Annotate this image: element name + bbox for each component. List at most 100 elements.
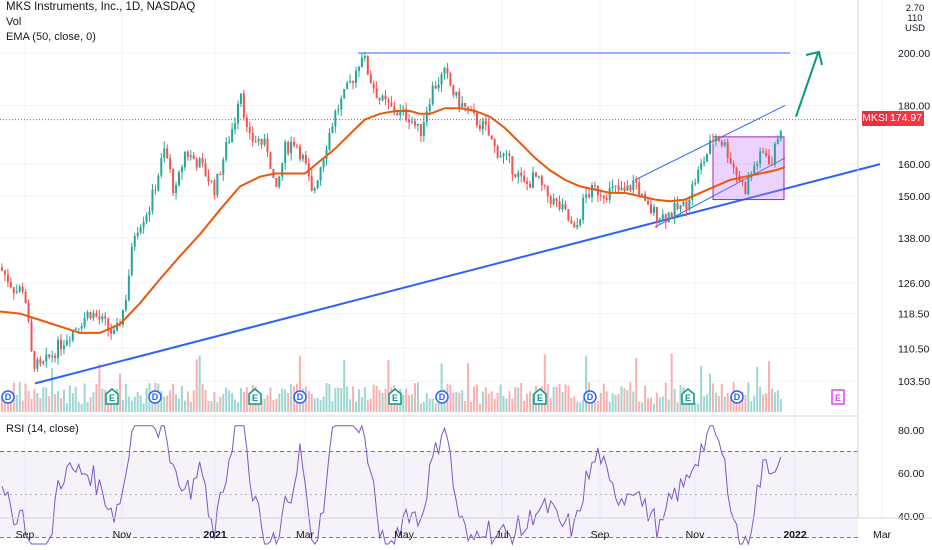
volume-bar [470,401,473,412]
volume-bar [77,402,80,412]
candle-body [546,185,549,197]
volume-bar [661,396,664,412]
volume-bar [319,400,322,412]
volume-bar [260,398,263,412]
volume-bar [183,400,186,412]
volume-bar [608,401,611,412]
volume-bar [355,401,357,412]
candle-body [357,66,360,71]
candle-body [6,274,9,283]
candle-body [266,138,269,153]
volume-bar [27,390,30,412]
rsi-band [0,451,858,538]
volume-bar [570,398,573,412]
volume-bar [605,391,608,412]
volume-bar [24,383,27,412]
candle-body [467,106,470,109]
candle-body [83,317,86,327]
volume-bar [679,385,682,412]
candle-body [416,123,419,126]
volume-bar [239,388,242,412]
candle-body [136,232,139,237]
volume-bar [685,403,688,412]
candle-body [703,161,706,164]
earnings-marker [533,388,547,405]
candle-body [452,85,455,96]
volume-bar [402,394,405,412]
dividend-marker-label: D [587,392,594,402]
volume-bar [414,383,416,412]
volume-bar [366,400,369,412]
y-tick-label: 110.50 [898,343,929,355]
volume-bar [714,392,717,412]
volume-bar [48,396,51,412]
volume-bar [756,366,759,412]
candle-body [189,155,192,157]
candle-body [570,220,573,224]
volume-bar [89,397,92,412]
candle-body [691,183,694,200]
candle-body [490,135,493,140]
volume-bar [284,389,287,412]
volume-bar [449,384,452,412]
candle-body [130,246,133,276]
volume-bar [65,403,68,412]
volume-bar [496,392,499,412]
candle-body [369,74,372,84]
volume-bar [647,398,650,412]
volume-bar [387,359,390,412]
candle-body [434,85,437,89]
volume-bar [71,393,74,412]
volume-bar [738,396,741,412]
volume-bar [744,394,747,412]
volume-bar [717,395,720,412]
candle-body [95,312,98,317]
candle-body [363,55,366,58]
candle-body [443,67,446,75]
x-tick-label: 2022 [783,529,807,541]
volume-bar [490,391,493,412]
volume-bar [375,385,378,412]
volume-bar [121,399,124,412]
candle-body [384,95,387,100]
volume-bar [51,368,54,412]
candle-body [145,215,148,223]
breakout-arrow [795,52,819,117]
candle-body [658,219,661,221]
candle-body [80,326,83,329]
volume-bar [136,391,139,412]
candle-body [717,136,720,142]
candle-body [599,195,602,197]
candle-body [652,206,655,214]
volume-bar [124,384,127,412]
volume-bar [673,388,676,412]
volume-bar [655,392,658,412]
volume-bar [307,390,310,412]
candle-body [45,354,48,362]
candle-body [529,183,532,188]
candle-body [228,141,231,143]
volume-bar [723,396,726,412]
candle-body [655,206,658,221]
volume-bar [475,384,478,412]
volume-bar [558,384,561,412]
volume-bar [493,398,496,412]
candle-body [154,189,157,191]
y-tick-label: 200.00 [898,48,930,60]
volume-bar [773,392,776,412]
volume-bar [36,393,39,412]
volume-bar [576,401,579,412]
dividend-marker-label: D [5,392,12,402]
candle-body [682,201,685,206]
candle-body [635,180,638,183]
volume-bar [635,357,638,412]
volume-bar [169,390,172,412]
volume-bar [753,395,756,412]
volume-bar [343,359,346,412]
volume-bar [694,402,697,412]
candle-body [281,162,284,177]
candle-body [408,119,411,123]
volume-bar [617,393,620,412]
candle-body [614,185,617,187]
